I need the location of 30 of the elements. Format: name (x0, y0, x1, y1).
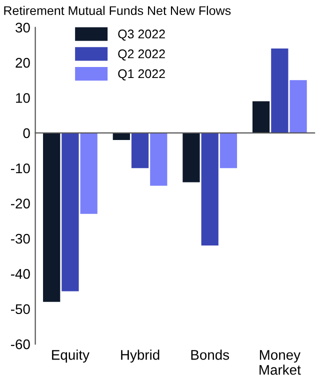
bar (150, 132, 168, 186)
x-tick-label: Equity (52, 350, 90, 363)
y-tick-label: -40 (10, 269, 30, 279)
y-tick-label: 30 (16, 22, 30, 33)
y-tick-label: -50 (10, 304, 30, 314)
bar (271, 48, 288, 133)
y-tick-label: 10 (16, 93, 30, 103)
bar (112, 132, 130, 140)
x-tick-label: Money Market (260, 350, 301, 375)
bar (201, 132, 218, 246)
bar (62, 132, 79, 292)
bar (220, 132, 238, 168)
bar (182, 132, 200, 182)
legend-label: Q3 2022 (118, 30, 165, 41)
bar (290, 80, 307, 133)
x-tick-label: Hybrid (121, 350, 160, 363)
legend-label: Q2 2022 (118, 49, 165, 61)
bar (252, 101, 270, 133)
y-tick-label: -10 (10, 163, 30, 174)
x-tick-label: Bonds (191, 350, 230, 360)
y-tick-label: 20 (16, 58, 30, 68)
chart-title: Retirement Mutual Funds Net New Flows (4, 6, 231, 16)
bar (43, 132, 60, 302)
legend-label: Q1 2022 (118, 69, 165, 80)
y-tick-label: -30 (10, 234, 30, 244)
y-tick-label: -60 (10, 339, 30, 350)
bar (80, 132, 98, 214)
y-tick-label: -20 (10, 198, 30, 208)
y-tick-label: 0 (23, 128, 30, 138)
bar (131, 132, 149, 168)
